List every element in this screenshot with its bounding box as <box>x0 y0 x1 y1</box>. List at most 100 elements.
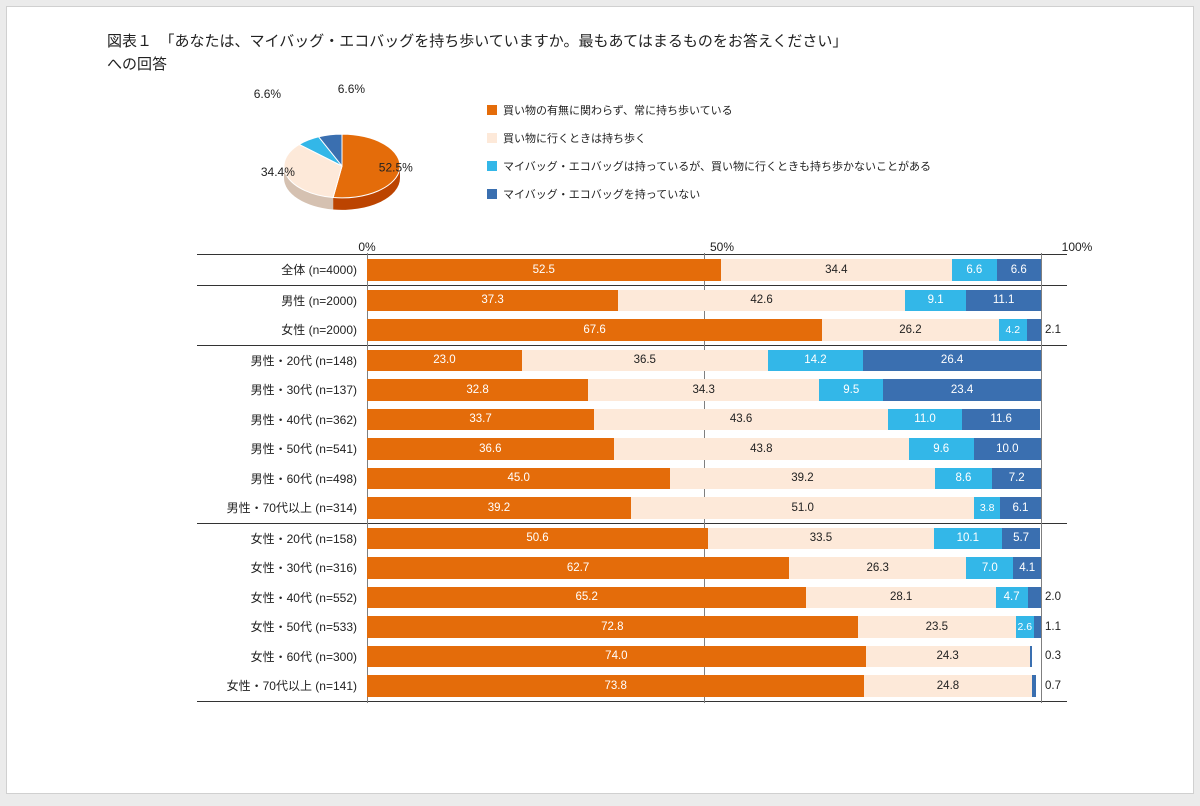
bar-outside-label: 2.0 <box>1041 591 1061 603</box>
legend-label: 買い物に行くときは持ち歩く <box>503 130 646 146</box>
bar-segment-value: 45.0 <box>507 472 529 484</box>
bar-segment: 73.8 <box>367 675 864 697</box>
bar-segment: 33.7 <box>367 409 594 431</box>
bar-segment: 34.3 <box>588 379 819 401</box>
bar-segment: 4.2 <box>999 319 1027 341</box>
stacked-bar: 50.6 33.510.1 5.7 <box>367 528 1041 550</box>
bar-outside-label: 0.7 <box>1041 680 1061 692</box>
bar-segment-value: 74.0 <box>605 650 627 662</box>
bar-segment-value: 73.8 <box>605 680 627 692</box>
bar-segment-value: 9.5 <box>843 384 859 396</box>
bar-segment-value: 62.7 <box>567 562 589 574</box>
bar-segment: 5.7 <box>1002 528 1040 550</box>
bar-segment-value: 4.7 <box>1004 591 1020 603</box>
legend-swatch <box>487 105 497 115</box>
legend-item: 買い物に行くときは持ち歩く <box>487 130 931 146</box>
bar-segment: 24.3 <box>866 646 1030 668</box>
bar-segment: 51.0 <box>631 497 974 519</box>
bar-row-label: 女性・60代 (n=300) <box>177 648 367 665</box>
legend: 買い物の有無に関わらず、常に持ち歩いている買い物に行くときは持ち歩くマイバッグ・… <box>487 102 931 214</box>
bar-segment-value: 33.7 <box>469 413 491 425</box>
bar-segment <box>1032 675 1037 697</box>
legend-item: 買い物の有無に関わらず、常に持ち歩いている <box>487 102 931 118</box>
bar-segment-value: 51.0 <box>791 502 813 514</box>
bar-segment: 39.2 <box>367 497 631 519</box>
bar-segment <box>1028 587 1041 609</box>
bar-segment: 9.5 <box>819 379 883 401</box>
bar-segment-value: 11.1 <box>993 294 1015 306</box>
stacked-bar: 62.726.37.04.1 <box>367 557 1041 579</box>
bar-segment: 36.5 <box>522 350 768 372</box>
bar-segment: 72.8 <box>367 616 858 638</box>
bar-segment-value: 24.3 <box>936 650 958 662</box>
bar-segment-value: 26.3 <box>867 562 889 574</box>
bar-segment: 26.2 <box>822 319 998 341</box>
bar-segment: 4.1 <box>1013 557 1041 579</box>
bar-row-label: 全体 (n=4000) <box>177 261 367 278</box>
bar-segment-value: 3.8 <box>980 502 995 514</box>
bar-segment <box>1034 616 1041 638</box>
bar-segment: 34.4 <box>721 259 953 281</box>
stacked-bar: 52.534.46.66.6 <box>367 259 1041 281</box>
bar-segment: 23.5 <box>858 616 1016 638</box>
stacked-bar: 36.643.89.610.0 <box>367 438 1041 460</box>
bar-segment: 67.6 <box>367 319 822 341</box>
bar-segment-value: 23.0 <box>433 354 455 366</box>
bar-segment: 10.0 <box>974 438 1041 460</box>
bar-segment: 65.2 <box>367 587 806 609</box>
stacked-bar: 73.824.80.7 <box>367 675 1041 697</box>
bar-segment: 10.1 <box>934 528 1002 550</box>
bar-row-label: 男性・70代以上 (n=314) <box>177 499 367 516</box>
bar-segment: 11.0 <box>888 409 962 431</box>
legend-label: マイバッグ・エコバッグを持っていない <box>503 186 700 202</box>
stacked-bar: 23.0 36.5 14.2 26.4 <box>367 350 1041 372</box>
title-line-2: への回答 <box>107 56 167 73</box>
bar-segment-value: 36.5 <box>634 354 656 366</box>
bar-segment-value: 2.6 <box>1018 621 1033 633</box>
bar-segment-value: 50.6 <box>526 532 548 544</box>
bar-row: 男性・70代以上 (n=314)39.2 51.0 3.8 6.1 <box>177 493 1077 523</box>
pie-chart: 52.5%34.4%6.6%6.6% <box>237 92 427 222</box>
bar-row: 女性・70代以上 (n=141)73.824.80.7 <box>177 671 1077 701</box>
bar-segment-value: 14.2 <box>804 354 826 366</box>
bar-row-label: 男性・50代 (n=541) <box>177 440 367 457</box>
legend-item: マイバッグ・エコバッグを持っていない <box>487 186 931 202</box>
bar-segment-value: 32.8 <box>466 384 488 396</box>
bar-row-label: 女性 (n=2000) <box>177 321 367 338</box>
bar-segment-value: 34.3 <box>692 384 714 396</box>
bar-row-label: 女性・30代 (n=316) <box>177 559 367 576</box>
bar-outside-label: 2.1 <box>1041 324 1061 336</box>
stacked-bar: 32.834.39.523.4 <box>367 379 1041 401</box>
bar-row-label: 男性・60代 (n=498) <box>177 470 367 487</box>
chart-title: 図表１ 「あなたは、マイバッグ・エコバッグを持ち歩いていますか。最もあてはまるも… <box>107 31 1123 76</box>
bar-segment <box>1030 646 1032 668</box>
bar-segment: 4.7 <box>996 587 1028 609</box>
bar-segment: 6.6 <box>997 259 1041 281</box>
stacked-bar: 67.626.24.22.1 <box>367 319 1041 341</box>
bar-row: 男性・30代 (n=137)32.834.39.523.4 <box>177 375 1077 405</box>
bar-segment: 14.2 <box>768 350 864 372</box>
bar-row: 女性・20代 (n=158)50.633.510.15.7 <box>177 524 1077 554</box>
bar-segment: 11.6 <box>962 409 1040 431</box>
stacked-bar: 45.039.28.67.2 <box>367 468 1041 490</box>
bar-segment: 74.0 <box>367 646 866 668</box>
bar-segment-value: 6.1 <box>1012 502 1028 514</box>
bar-segment: 8.6 <box>935 468 993 490</box>
legend-label: マイバッグ・エコバッグは持っているが、買い物に行くときも持ち歩かないことがある <box>503 158 931 174</box>
bar-segment-value: 28.1 <box>890 591 912 603</box>
bar-segment: 2.6 <box>1016 616 1034 638</box>
bar-segment: 24.8 <box>864 675 1031 697</box>
bar-segment: 11.1 <box>966 290 1041 312</box>
stacked-bar: 65.228.14.72.0 <box>367 587 1041 609</box>
bar-segment: 26.3 <box>789 557 966 579</box>
stacked-bar-chart: 0%50%100%全体 (n=4000)52.534.46.66.6男性 (n=… <box>177 236 1077 702</box>
bar-segment: 50.6 <box>367 528 708 550</box>
bar-segment: 7.2 <box>992 468 1041 490</box>
bar-segment: 33.5 <box>708 528 934 550</box>
bar-segment-value: 6.6 <box>966 264 982 276</box>
bar-segment: 3.8 <box>974 497 1000 519</box>
stacked-bar: 39.2 51.0 3.8 6.1 <box>367 497 1041 519</box>
bar-segment-value: 5.7 <box>1013 532 1029 544</box>
bar-segment-value: 26.4 <box>941 354 963 366</box>
bar-segment-value: 24.8 <box>937 680 959 692</box>
